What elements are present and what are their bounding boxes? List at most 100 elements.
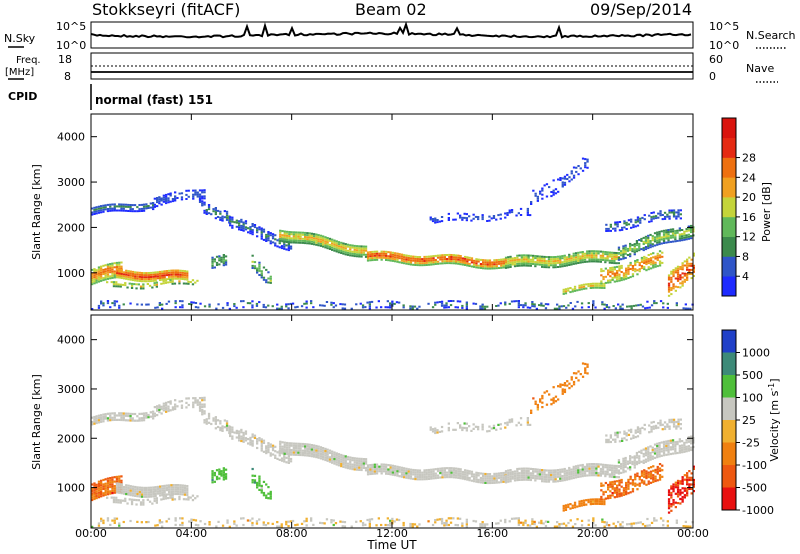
velocity-cell <box>172 484 175 487</box>
power-cell <box>331 240 334 243</box>
power-cell <box>418 264 422 267</box>
velocity-cell <box>131 485 135 488</box>
power-cell <box>491 265 494 268</box>
velocity-cell <box>267 497 270 500</box>
velocity-cell <box>510 517 514 520</box>
velocity-cell <box>375 470 379 473</box>
velocity-cell <box>385 472 388 475</box>
power-cell <box>669 234 672 237</box>
power-cell <box>572 256 575 259</box>
power-cell <box>358 247 361 250</box>
power-cell <box>100 277 103 280</box>
power-cell <box>608 261 611 264</box>
power-cell <box>373 250 376 253</box>
power-cell <box>251 233 254 236</box>
power-cell <box>638 245 641 248</box>
velocity-cell <box>463 422 466 425</box>
velocity-cell <box>170 488 173 491</box>
power-cell <box>574 260 578 263</box>
velocity-cell <box>441 476 444 479</box>
power-cell <box>104 274 107 277</box>
power-cell <box>203 201 206 204</box>
velocity-cell <box>149 495 153 498</box>
velocity-cell <box>147 495 150 498</box>
velocity-cell <box>425 469 428 472</box>
power-cell <box>258 261 261 264</box>
power-cell <box>174 302 177 305</box>
velocity-cell <box>656 456 659 459</box>
velocity-cell <box>653 456 657 459</box>
power-cell <box>342 252 345 255</box>
power-cell <box>504 260 508 263</box>
velocity-cell <box>109 416 112 420</box>
velocity-cell <box>625 493 628 496</box>
velocity-cell <box>366 468 370 471</box>
y-tick-label: 4000 <box>57 131 85 144</box>
power-cell <box>191 279 195 282</box>
velocity-cell <box>445 524 448 527</box>
power-cell <box>568 255 571 258</box>
power-cell <box>337 251 341 254</box>
velocity-cell <box>441 467 444 470</box>
velocity-cell <box>543 478 546 481</box>
power-cell <box>584 164 587 167</box>
velocity-cell <box>93 497 96 501</box>
power-cell <box>627 268 630 271</box>
power-cell <box>213 260 216 263</box>
velocity-cell <box>289 460 293 463</box>
power-cell <box>177 271 180 274</box>
power-cell <box>313 235 316 238</box>
power-cell <box>149 202 152 205</box>
power-cell <box>665 241 668 244</box>
velocity-cell <box>527 478 530 481</box>
power-cell <box>611 261 614 264</box>
velocity-cell <box>319 446 323 449</box>
power-cell <box>133 283 136 286</box>
velocity-cell <box>493 472 496 475</box>
velocity-cell <box>644 460 648 463</box>
velocity-cell <box>251 440 254 443</box>
velocity-cell <box>130 500 134 503</box>
power-cell <box>349 254 352 257</box>
power-cell <box>676 279 680 282</box>
power-cell <box>394 256 397 259</box>
velocity-cell <box>584 371 587 374</box>
velocity-cell <box>590 465 593 468</box>
power-cell <box>597 260 600 263</box>
power-cell <box>362 251 365 254</box>
velocity-cell <box>682 525 685 528</box>
power-cell <box>398 301 401 304</box>
velocity-cell <box>111 492 114 495</box>
velocity-cell <box>604 463 607 467</box>
power-cell <box>550 256 553 259</box>
power-cell <box>522 264 526 267</box>
velocity-cell <box>249 436 252 439</box>
velocity-cell <box>596 500 599 503</box>
velocity-cell <box>616 493 619 496</box>
power-cell <box>564 292 568 295</box>
velocity-cell <box>539 400 542 403</box>
velocity-cell <box>181 524 184 527</box>
power-cell <box>563 262 566 265</box>
velocity-cell <box>174 519 177 522</box>
power-cell <box>672 275 675 278</box>
velocity-cell <box>177 484 180 487</box>
power-cell <box>629 242 632 245</box>
velocity-cell <box>632 522 636 525</box>
power-cell <box>281 234 284 237</box>
nsearch-tick-low: 10^0 <box>709 39 739 52</box>
velocity-cell <box>679 489 682 492</box>
power-cell <box>432 255 435 258</box>
colorbar-segment <box>722 236 736 257</box>
power-cell <box>647 241 650 243</box>
velocity-cell <box>679 480 682 483</box>
velocity-cell <box>554 400 558 403</box>
power-cell <box>183 276 187 279</box>
velocity-cell <box>486 523 489 526</box>
power-cell <box>267 239 270 242</box>
power-cell <box>145 272 148 275</box>
velocity-cell <box>118 489 121 492</box>
velocity-cell <box>599 474 602 477</box>
velocity-cell <box>440 520 444 523</box>
velocity-cell <box>337 462 341 465</box>
